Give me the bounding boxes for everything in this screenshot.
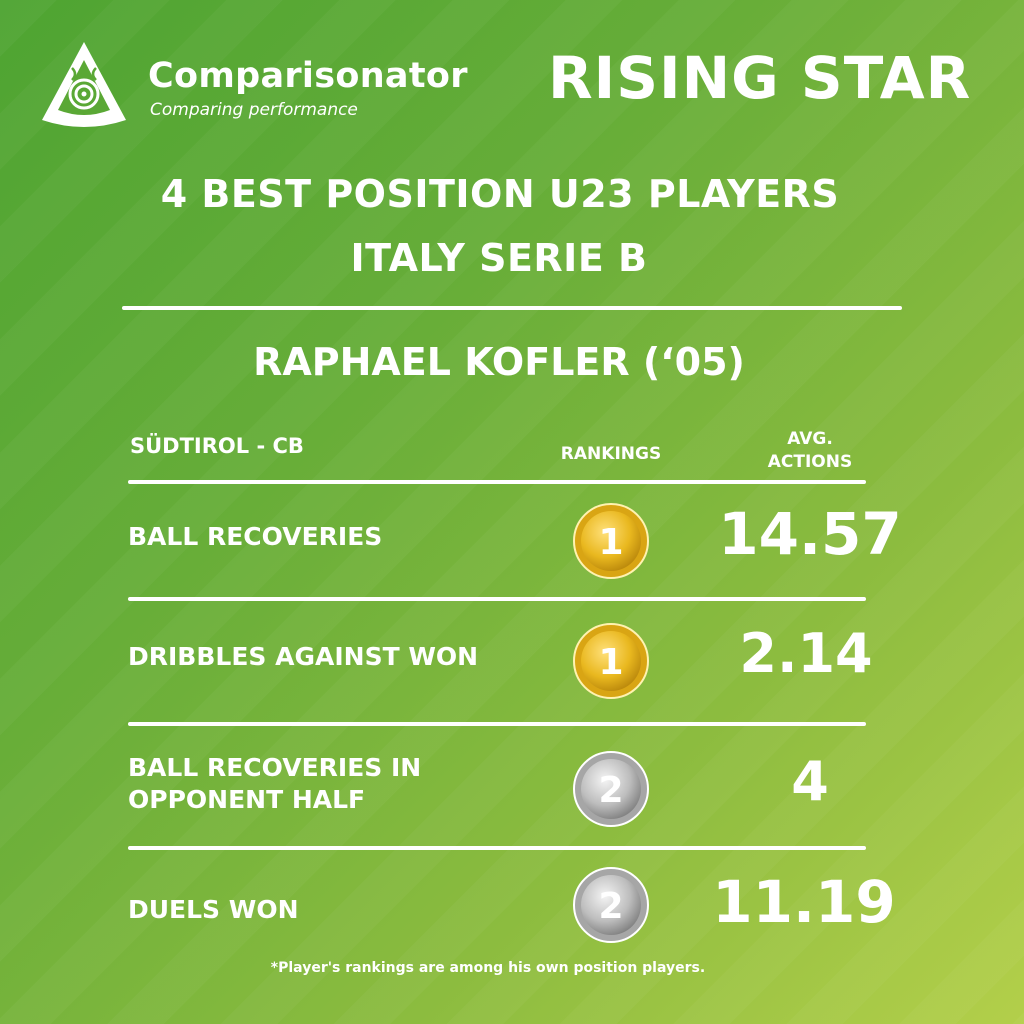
stat-label: BALL RECOVERIES IN OPPONENT HALF xyxy=(128,752,421,816)
footnote: *Player's rankings are among his own pos… xyxy=(270,960,706,976)
medal-rank: 1 xyxy=(598,522,623,563)
divider xyxy=(128,480,866,484)
rankings-header: RANKINGS xyxy=(560,444,662,464)
triangle-swirl-logo-icon xyxy=(42,42,126,127)
badge-title: RISING STAR xyxy=(548,44,972,112)
divider xyxy=(128,597,866,601)
stat-label: DUELS WON xyxy=(128,894,299,926)
stat-label-line1: DRIBBLES AGAINST WON xyxy=(128,642,479,671)
brand-name: Comparisonator xyxy=(148,56,468,96)
divider xyxy=(122,306,902,310)
stat-label: BALL RECOVERIES xyxy=(128,521,382,553)
headline-line1: 4 BEST POSITION U23 PLAYERS xyxy=(160,172,840,216)
silver-medal-icon: 2 xyxy=(573,751,649,827)
silver-medal-icon: 2 xyxy=(573,867,649,943)
stat-label-line2: OPPONENT HALF xyxy=(128,785,366,814)
player-name: RAPHAEL KOFLER (‘05) xyxy=(253,340,745,384)
divider xyxy=(128,722,866,726)
medal-rank: 1 xyxy=(598,642,623,683)
avg-actions-header-line1: AVG. xyxy=(787,429,833,449)
stat-label-line1: BALL RECOVERIES IN xyxy=(128,753,422,782)
stat-label: DRIBBLES AGAINST WON xyxy=(128,641,478,673)
stat-value: 14.57 xyxy=(718,500,902,568)
stat-value: 11.19 xyxy=(712,868,896,936)
stat-value: 2.14 xyxy=(739,622,873,685)
club-position: SÜDTIROL - CB xyxy=(130,434,304,458)
headline-line2: ITALY SERIE B xyxy=(350,236,648,280)
medal-rank: 2 xyxy=(598,886,623,927)
medal-rank: 2 xyxy=(598,770,623,811)
stat-value: 4 xyxy=(791,750,829,813)
gold-medal-icon: 1 xyxy=(573,623,649,699)
avg-actions-header: AVG. ACTIONS xyxy=(740,428,880,474)
brand-tagline: Comparing performance xyxy=(150,100,358,120)
avg-actions-header-line2: ACTIONS xyxy=(767,452,853,472)
stat-label-line1: DUELS WON xyxy=(128,895,299,924)
stat-label-line1: BALL RECOVERIES xyxy=(128,522,383,551)
divider xyxy=(128,846,866,850)
gold-medal-icon: 1 xyxy=(573,503,649,579)
